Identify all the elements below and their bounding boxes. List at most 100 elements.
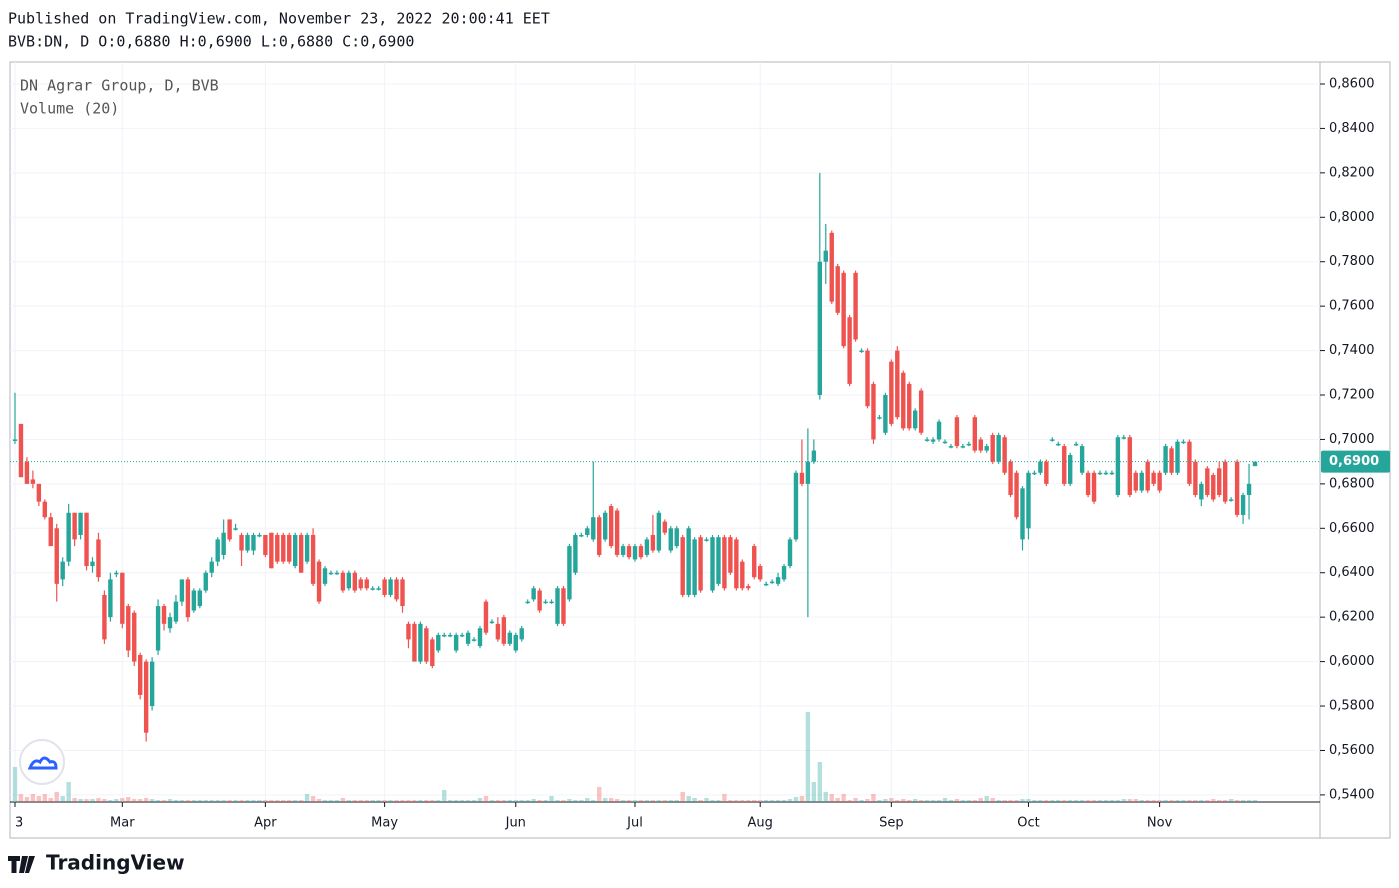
x-tick-label: Nov <box>1147 816 1173 831</box>
volume-bar <box>859 800 864 802</box>
candle-body <box>263 534 268 555</box>
volume-bar <box>746 800 751 802</box>
candle-body <box>865 350 870 407</box>
volume-bar <box>1109 800 1115 802</box>
candle-body <box>412 623 417 662</box>
volume-bar <box>948 800 954 802</box>
volume-bar <box>1115 800 1121 802</box>
candle-body <box>442 634 447 637</box>
candle-body <box>54 528 59 584</box>
candle-body <box>495 623 501 640</box>
volume-bar <box>304 794 310 802</box>
volume-bar <box>507 800 513 802</box>
volume-bar <box>996 800 1001 802</box>
candle-body <box>555 588 560 624</box>
volume-bar <box>60 796 65 802</box>
candle-body <box>1109 472 1115 475</box>
volume-bar <box>346 800 352 802</box>
candle-body <box>686 528 691 595</box>
volume-bar <box>108 800 113 802</box>
volume-bar <box>126 797 131 802</box>
volume-bar <box>763 800 769 802</box>
candle-body <box>901 372 906 429</box>
volume-bar <box>537 800 542 802</box>
candle-body <box>930 439 936 442</box>
x-tick-label: Aug <box>747 816 772 831</box>
volume-bar <box>1002 800 1007 802</box>
candle-body <box>459 634 465 637</box>
volume-bar <box>161 800 167 802</box>
volume-bar <box>823 792 828 802</box>
candle-body <box>78 512 83 535</box>
candle-body <box>936 421 942 440</box>
volume-bar <box>543 800 548 802</box>
volume-bar <box>728 800 733 802</box>
candle-body <box>895 350 900 418</box>
volume-bar <box>889 798 894 802</box>
candle-body <box>543 601 548 604</box>
x-tick-label: May <box>371 816 398 831</box>
candle-body <box>424 628 429 662</box>
frame <box>9 61 1391 839</box>
candle-body <box>453 634 459 651</box>
volume-bar <box>179 800 185 802</box>
candle-body <box>96 539 101 578</box>
volume-bar <box>1133 799 1138 802</box>
volume-bar <box>1246 800 1252 802</box>
candle-body <box>656 512 662 551</box>
volume-bar <box>895 800 900 802</box>
candle-body <box>1252 461 1258 467</box>
candle-body <box>1091 472 1097 502</box>
volume-bar <box>907 800 912 802</box>
volume-bar <box>793 797 799 802</box>
volume-bar <box>1103 800 1109 802</box>
volume-bar <box>1139 800 1144 802</box>
volume-bar <box>227 800 232 802</box>
brand-name: TradingView <box>46 851 185 875</box>
candle-body <box>793 472 799 540</box>
volume-bar <box>215 800 220 802</box>
candle-body <box>829 232 834 302</box>
candle-body <box>859 350 864 353</box>
candle-body <box>1097 472 1103 475</box>
volume-bar <box>519 800 524 802</box>
volume-bar <box>871 794 876 802</box>
candle-body <box>120 572 125 624</box>
volume-bar <box>1169 800 1174 802</box>
volume-bar <box>698 800 703 802</box>
candle-body <box>960 446 966 448</box>
candle-body <box>36 483 42 502</box>
candle-body <box>823 250 828 262</box>
volume-bar <box>114 799 119 802</box>
candle-body <box>763 583 769 586</box>
candle-body <box>42 501 48 518</box>
volume-bar <box>328 800 334 802</box>
volume-legend: Volume (20) <box>20 100 119 118</box>
volume-bar <box>1121 799 1127 802</box>
candle-body <box>990 434 995 462</box>
candle-body <box>614 510 620 555</box>
volume-bar <box>924 800 930 802</box>
volume-bar <box>120 798 125 802</box>
candle-body <box>1067 454 1073 484</box>
volume-bar <box>1091 800 1097 802</box>
candle-body <box>126 606 131 651</box>
candle-body <box>48 517 53 547</box>
volume-bar <box>1085 800 1091 802</box>
candle-body <box>322 568 328 584</box>
y-tick-label: 0,7800 <box>1329 254 1375 269</box>
volume-bar <box>865 799 870 802</box>
candle-body <box>662 521 668 533</box>
candle-body <box>1121 437 1127 439</box>
volume-bar <box>620 800 626 802</box>
volume-bar <box>966 800 972 802</box>
volume-bar <box>298 800 304 802</box>
candle-body <box>1157 472 1162 491</box>
candle-body <box>108 579 113 618</box>
volume-bar <box>412 800 417 802</box>
volume-bar <box>424 800 429 802</box>
candle-body <box>352 572 358 591</box>
volume-bar <box>287 800 292 802</box>
candle-body <box>1026 472 1031 529</box>
volume-bar <box>525 800 530 802</box>
